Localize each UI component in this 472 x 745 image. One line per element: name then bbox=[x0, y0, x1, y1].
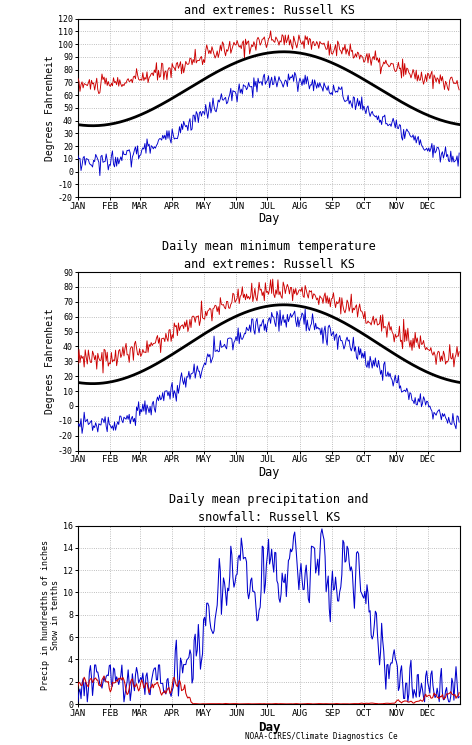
X-axis label: Day: Day bbox=[258, 720, 280, 734]
Title: Daily mean maximum temperature
and extremes: Russell KS: Daily mean maximum temperature and extre… bbox=[162, 0, 376, 17]
X-axis label: Day: Day bbox=[258, 212, 280, 226]
Y-axis label: Precip in hundredths of inches
Snow in tenths: Precip in hundredths of inches Snow in t… bbox=[41, 540, 60, 690]
Title: Daily mean minimum temperature
and extremes: Russell KS: Daily mean minimum temperature and extre… bbox=[162, 240, 376, 271]
X-axis label: Day: Day bbox=[258, 466, 280, 479]
Y-axis label: Degrees Fahrenheit: Degrees Fahrenheit bbox=[45, 55, 55, 161]
Title: Daily mean precipitation and
snowfall: Russell KS: Daily mean precipitation and snowfall: R… bbox=[169, 493, 369, 524]
Text: NOAA-CIRES/Climate Diagnostics Ce: NOAA-CIRES/Climate Diagnostics Ce bbox=[245, 732, 398, 741]
Y-axis label: Degrees Fahrenheit: Degrees Fahrenheit bbox=[45, 308, 55, 414]
